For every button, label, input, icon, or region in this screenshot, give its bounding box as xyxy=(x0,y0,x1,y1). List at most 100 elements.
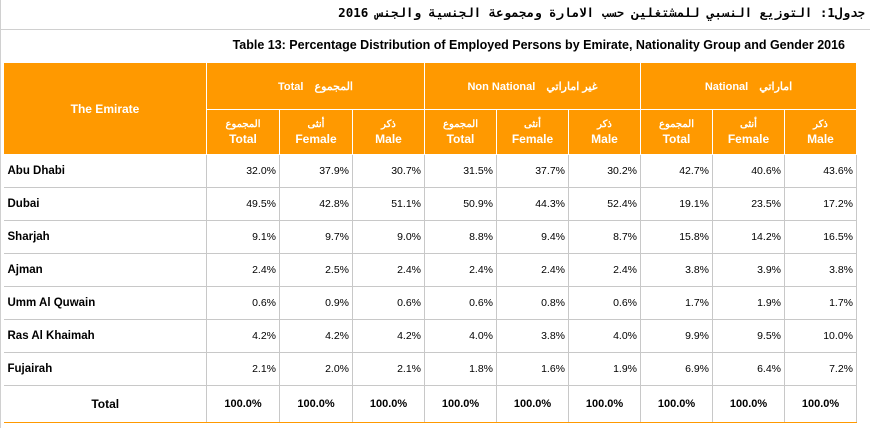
table-row: Ras Al Khaimah 4.2% 4.2% 4.2% 4.0% 3.8% 4.0% 9.… xyxy=(3,319,857,353)
percentage-cell: 14.2% xyxy=(712,220,785,254)
percentage-cell: 1.7% xyxy=(784,286,857,320)
table-row: Sharjah 9.1% 9.7% 9.0% 8.8% 9.4% 8.7% 15.8% 14.2… xyxy=(3,220,857,254)
percentage-cell: 100.0% xyxy=(712,385,785,423)
percentage-cell: 8.8% xyxy=(424,220,497,254)
percentage-cell: 100.0% xyxy=(206,385,280,423)
percentage-cell: 2.0% xyxy=(279,352,353,386)
table-row: Fujairah 2.1% 2.0% 2.1% 1.8% 1.6% 1.9% 6.9% 6.4%… xyxy=(3,352,857,386)
percentage-cell: 16.5% xyxy=(784,220,857,254)
subheader-label-ar: ذكر xyxy=(813,119,828,130)
percentage-cell: 2.4% xyxy=(424,253,497,287)
percentage-cell: 100.0% xyxy=(784,385,857,423)
group-header-label-ar: المجموع xyxy=(314,80,353,93)
emirate-name-cell: Sharjah xyxy=(3,220,207,254)
percentage-cell: 51.1% xyxy=(352,187,425,221)
subheader-male: ذكر Male xyxy=(352,109,425,155)
subheader-label-en: Total xyxy=(229,132,257,146)
percentage-cell: 0.9% xyxy=(279,286,353,320)
percentage-cell: 43.6% xyxy=(784,154,857,188)
percentage-cell: 9.7% xyxy=(279,220,353,254)
subheader-label-en: Male xyxy=(591,132,618,146)
subheader-label-ar: أنثى xyxy=(524,119,541,130)
percentage-cell: 0.6% xyxy=(424,286,497,320)
subheader-label-en: Total xyxy=(446,132,475,146)
percentage-cell: 9.5% xyxy=(712,319,785,353)
emirate-name-cell: Abu Dhabi xyxy=(3,154,207,188)
percentage-cell: 1.6% xyxy=(496,352,569,386)
percentage-cell: 17.2% xyxy=(784,187,857,221)
emirate-name-cell: Total xyxy=(3,385,207,423)
percentage-cell: 6.4% xyxy=(712,352,785,386)
percentage-cell: 100.0% xyxy=(568,385,641,423)
percentage-cell: 4.0% xyxy=(424,319,497,353)
subheader-female: أنثى Female xyxy=(496,109,569,155)
group-header-non-national: Non National غير اماراتي xyxy=(424,62,641,110)
group-header-label-en: Non National xyxy=(467,80,536,93)
subheader-label-en: Female xyxy=(511,132,554,146)
percentage-cell: 2.4% xyxy=(496,253,569,287)
emirate-column-header: The Emirate xyxy=(3,62,207,155)
total-row: Total 100.0% 100.0% 100.0% 100.0% 100.0% 100.0… xyxy=(3,385,857,423)
subheader-label-ar: المجموع xyxy=(225,119,261,130)
table-body: Abu Dhabi 32.0% 37.9% 30.7% 31.5% 37.7% 30.2% 4… xyxy=(3,154,857,423)
group-header-label-en: National xyxy=(704,80,749,93)
percentage-cell: 0.6% xyxy=(206,286,280,320)
group-header-national: National اماراتي xyxy=(640,62,857,110)
emirate-name-cell: Fujairah xyxy=(3,352,207,386)
subheader-female: أنثى Female xyxy=(279,109,353,155)
percentage-cell: 3.8% xyxy=(496,319,569,353)
percentage-cell: 0.8% xyxy=(496,286,569,320)
percentage-cell: 4.2% xyxy=(352,319,425,353)
subheader-total: المجموع Total xyxy=(424,109,497,155)
percentage-cell: 40.6% xyxy=(712,154,785,188)
percentage-cell: 3.8% xyxy=(640,253,713,287)
percentage-cell: 15.8% xyxy=(640,220,713,254)
percentage-cell: 42.8% xyxy=(279,187,353,221)
subheader-label-en: Female xyxy=(727,132,770,146)
percentage-cell: 9.4% xyxy=(496,220,569,254)
subheader-label-en: Male xyxy=(807,132,834,146)
arabic-title: جدول1: التوزيع النسبي للمشتغلين حسب الام… xyxy=(338,5,865,20)
percentage-cell: 4.2% xyxy=(279,319,353,353)
percentage-cell: 23.5% xyxy=(712,187,785,221)
percentage-cell: 1.7% xyxy=(640,286,713,320)
subheader-total: المجموع Total xyxy=(206,109,280,155)
percentage-cell: 50.9% xyxy=(424,187,497,221)
percentage-cell: 30.2% xyxy=(568,154,641,188)
percentage-cell: 6.9% xyxy=(640,352,713,386)
subheader-female: أنثى Female xyxy=(712,109,785,155)
percentage-cell: 9.1% xyxy=(206,220,280,254)
percentage-cell: 8.7% xyxy=(568,220,641,254)
percentage-cell: 3.9% xyxy=(712,253,785,287)
percentage-cell: 2.4% xyxy=(568,253,641,287)
percentage-cell: 32.0% xyxy=(206,154,280,188)
percentage-cell: 1.9% xyxy=(712,286,785,320)
subheader-label-ar: أنثى xyxy=(740,119,757,130)
title-divider xyxy=(0,29,870,30)
percentage-cell: 4.0% xyxy=(568,319,641,353)
distribution-table: The Emirate Total المجموع Non National غ… xyxy=(3,62,857,423)
percentage-cell: 2.4% xyxy=(206,253,280,287)
subheader-label-ar: ذكر xyxy=(381,119,396,130)
percentage-cell: 30.7% xyxy=(352,154,425,188)
percentage-cell: 42.7% xyxy=(640,154,713,188)
subheader-male: ذكر Male xyxy=(784,109,857,155)
percentage-cell: 1.9% xyxy=(568,352,641,386)
percentage-cell: 52.4% xyxy=(568,187,641,221)
percentage-cell: 100.0% xyxy=(279,385,353,423)
percentage-cell: 0.6% xyxy=(352,286,425,320)
subheader-male: ذكر Male xyxy=(568,109,641,155)
subheader-label-en: Female xyxy=(295,132,337,146)
sheet-left-edge xyxy=(0,0,1,428)
percentage-cell: 37.9% xyxy=(279,154,353,188)
percentage-cell: 3.8% xyxy=(784,253,857,287)
table-row: Dubai 49.5% 42.8% 51.1% 50.9% 44.3% 52.4% 19.1%… xyxy=(3,187,857,221)
percentage-cell: 37.7% xyxy=(496,154,569,188)
percentage-cell: 100.0% xyxy=(352,385,425,423)
percentage-cell: 9.0% xyxy=(352,220,425,254)
percentage-cell: 100.0% xyxy=(640,385,713,423)
subheader-label-ar: المجموع xyxy=(443,119,478,130)
percentage-cell: 10.0% xyxy=(784,319,857,353)
percentage-cell: 19.1% xyxy=(640,187,713,221)
percentage-cell: 44.3% xyxy=(496,187,569,221)
